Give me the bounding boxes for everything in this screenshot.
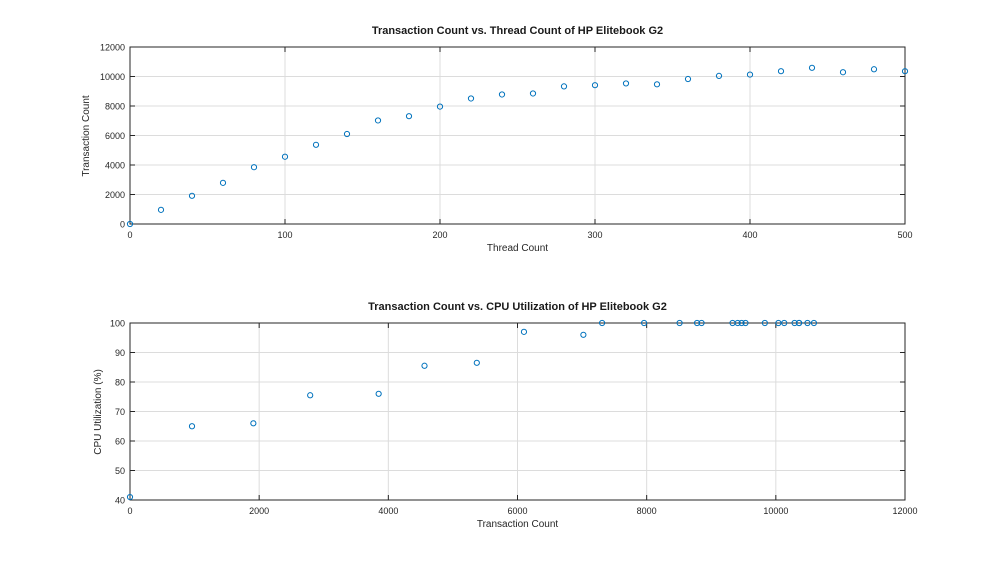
data-point — [839, 69, 847, 76]
data-point — [901, 68, 909, 75]
data-point — [808, 64, 816, 71]
data-point — [498, 91, 506, 98]
y-tick-label: 100 — [110, 319, 125, 329]
x-tick-label: 8000 — [637, 506, 657, 516]
data-point — [746, 71, 754, 78]
data-point — [529, 90, 537, 97]
data-point — [804, 319, 811, 327]
data-point — [473, 359, 480, 366]
cpu-utilization-plot: Transaction Count vs. CPU Utilization of… — [93, 301, 918, 530]
y-tick-label: 4000 — [105, 161, 125, 171]
data-point — [307, 392, 314, 399]
x-tick-label: 4000 — [378, 506, 398, 516]
x-tick-label: 12000 — [892, 506, 917, 516]
data-point — [653, 81, 661, 88]
y-tick-label: 40 — [115, 496, 125, 506]
data-point — [761, 319, 768, 327]
data-point — [467, 95, 475, 102]
data-point — [591, 82, 599, 89]
data-point — [734, 319, 741, 327]
data-point — [250, 164, 258, 171]
data-point — [777, 68, 785, 75]
x-tick-label: 10000 — [763, 506, 788, 516]
data-point — [791, 319, 798, 327]
y-tick-label: 90 — [115, 348, 125, 358]
data-point — [421, 362, 428, 369]
data-point — [281, 153, 289, 160]
data-point — [775, 319, 782, 327]
plot-title: Transaction Count vs. Thread Count of HP… — [372, 25, 663, 37]
data-point — [157, 206, 165, 213]
data-point — [219, 179, 227, 186]
y-tick-label: 2000 — [105, 190, 125, 200]
y-tick-label: 70 — [115, 407, 125, 417]
data-point — [738, 319, 745, 327]
data-point — [693, 319, 701, 327]
y-axis-label: Transaction Count — [81, 95, 92, 177]
x-tick-label: 400 — [742, 230, 757, 240]
x-tick-label: 500 — [897, 230, 912, 240]
data-point — [676, 319, 683, 327]
data-point — [698, 319, 705, 327]
data-point — [375, 390, 382, 397]
x-tick-label: 0 — [127, 230, 132, 240]
data-point — [810, 319, 818, 327]
data-point — [343, 130, 351, 138]
x-tick-label: 0 — [127, 506, 132, 516]
x-tick-label: 200 — [432, 230, 447, 240]
data-point — [436, 103, 444, 110]
data-point — [715, 72, 723, 80]
x-axis-label: Thread Count — [487, 243, 548, 254]
x-tick-label: 100 — [277, 230, 292, 240]
x-tick-label: 6000 — [507, 506, 527, 516]
data-point — [580, 331, 587, 338]
thread-count-plot: Transaction Count vs. Thread Count of HP… — [81, 25, 913, 254]
data-point — [560, 83, 568, 90]
data-point — [870, 66, 878, 73]
data-point — [742, 319, 749, 327]
y-tick-label: 6000 — [105, 131, 125, 141]
data-point — [312, 141, 320, 148]
data-point — [250, 420, 257, 427]
y-axis-label: CPU Utilization (%) — [93, 369, 104, 455]
data-point — [599, 319, 606, 327]
data-point — [188, 192, 196, 199]
data-point — [405, 113, 413, 120]
x-tick-label: 2000 — [249, 506, 269, 516]
data-point — [684, 75, 692, 83]
plot-title: Transaction Count vs. CPU Utilization of… — [368, 301, 667, 313]
x-axis-label: Transaction Count — [477, 519, 559, 530]
y-tick-label: 12000 — [100, 43, 125, 53]
y-tick-label: 50 — [115, 466, 125, 476]
y-tick-label: 8000 — [105, 102, 125, 112]
data-point — [520, 328, 528, 335]
y-tick-label: 80 — [115, 378, 125, 388]
data-point — [781, 319, 788, 327]
data-point — [374, 117, 382, 124]
y-tick-label: 60 — [115, 437, 125, 447]
y-tick-label: 10000 — [100, 72, 125, 82]
data-point — [640, 319, 648, 327]
x-tick-label: 300 — [587, 230, 602, 240]
data-point — [126, 220, 134, 228]
data-point — [126, 493, 134, 501]
data-point — [795, 319, 803, 327]
data-point — [622, 80, 630, 87]
y-tick-label: 0 — [120, 220, 125, 230]
data-point — [188, 423, 196, 430]
